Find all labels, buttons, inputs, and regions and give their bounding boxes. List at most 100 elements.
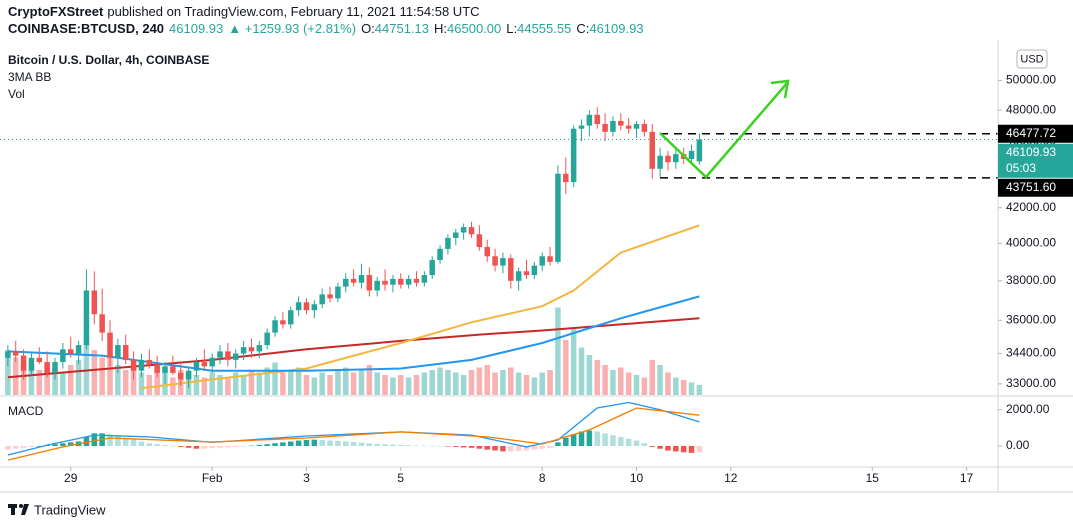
candle-body bbox=[122, 345, 129, 360]
candle-body bbox=[44, 362, 50, 373]
candle-body bbox=[673, 154, 679, 163]
macd-histogram-bar bbox=[327, 440, 333, 446]
candle-body bbox=[107, 332, 113, 358]
currency-box[interactable] bbox=[1016, 49, 1048, 69]
candle-body bbox=[201, 362, 208, 367]
y-tick-label: 36000.00 bbox=[1006, 312, 1056, 326]
candle-body bbox=[633, 124, 640, 129]
volume-bar bbox=[154, 370, 160, 395]
macd-histogram-bar bbox=[83, 436, 90, 446]
volume-bar bbox=[453, 372, 459, 395]
macd-histogram-bar bbox=[649, 445, 655, 447]
y-tick-label: 48000.00 bbox=[1006, 102, 1056, 116]
volume-bar bbox=[445, 370, 451, 395]
logo-part bbox=[19, 504, 23, 508]
candle-body bbox=[382, 280, 388, 285]
macd-histogram-bar bbox=[539, 445, 545, 449]
macd-histogram-bar bbox=[162, 445, 168, 446]
volume-bar bbox=[343, 367, 349, 395]
volume-bar bbox=[578, 347, 585, 395]
macd-histogram-bar bbox=[52, 444, 58, 446]
candle-body bbox=[555, 173, 561, 262]
ohlc-value: 46500.00 bbox=[447, 21, 501, 36]
macd-histogram-bar bbox=[350, 442, 357, 446]
macd-histogram-bar bbox=[445, 445, 451, 447]
candle-body bbox=[665, 155, 671, 163]
arrow-annotation bbox=[659, 81, 789, 179]
candle-body bbox=[232, 353, 239, 360]
macd-histogram-bar bbox=[476, 445, 483, 449]
ohlc-value: 46109.93 bbox=[589, 21, 643, 36]
candle-body bbox=[295, 302, 302, 311]
macd-histogram-bar bbox=[311, 439, 318, 446]
candle-body bbox=[421, 275, 428, 283]
x-tick-label: 15 bbox=[866, 471, 880, 485]
volume-bar bbox=[555, 307, 561, 395]
candle-body bbox=[515, 271, 522, 281]
volume-bar bbox=[641, 377, 648, 395]
macd-histogram-bar bbox=[563, 437, 569, 446]
volume-bar bbox=[610, 370, 616, 395]
candle-body bbox=[335, 286, 341, 299]
macd-histogram-bar bbox=[248, 445, 255, 447]
currency[interactable]: USD bbox=[1020, 53, 1043, 65]
macd-histogram-bar bbox=[696, 445, 703, 453]
macd-histogram-bar bbox=[122, 437, 129, 446]
candle-body bbox=[625, 125, 632, 129]
x-tick-label: 5 bbox=[397, 471, 404, 485]
candle-body bbox=[578, 125, 585, 129]
brand: TradingView bbox=[34, 502, 106, 517]
macd-histogram-bar bbox=[625, 438, 632, 446]
volume-bar bbox=[515, 372, 522, 395]
candle-body bbox=[445, 237, 451, 249]
volume-bar bbox=[523, 375, 530, 395]
moving-average bbox=[141, 224, 700, 390]
volume-bar bbox=[696, 385, 703, 395]
candle-body bbox=[60, 349, 66, 363]
macd-histogram-bar bbox=[264, 444, 270, 446]
candle-body bbox=[185, 370, 192, 380]
published: published on TradingView.com, February 1… bbox=[107, 4, 479, 19]
candle-body bbox=[240, 347, 247, 354]
quote-line: COINBASE:BTCUSD, 240 46109.93 ▲ +1259.93 (… bbox=[8, 21, 644, 36]
macd-histogram-bar bbox=[91, 433, 98, 446]
volume-bar bbox=[547, 370, 553, 395]
volume-bar bbox=[437, 367, 443, 395]
candle-body bbox=[358, 275, 365, 283]
x-tick-label: 10 bbox=[630, 471, 644, 485]
candle-body bbox=[146, 359, 153, 365]
macd-histogram-bar bbox=[405, 445, 412, 446]
macd-histogram-bar bbox=[421, 445, 428, 447]
macd-histogram-bar bbox=[468, 445, 475, 448]
macd-histogram-bar bbox=[335, 440, 341, 446]
volume-bar bbox=[83, 340, 90, 395]
macd-histogram-bar bbox=[217, 445, 223, 448]
volume-bar bbox=[625, 372, 632, 395]
candle-body bbox=[115, 345, 121, 358]
volume-bar bbox=[5, 350, 11, 395]
level-badge bbox=[998, 178, 1073, 197]
x-tick-label: 8 bbox=[539, 471, 546, 485]
volume-bar bbox=[382, 375, 388, 395]
volume-bar bbox=[570, 327, 577, 395]
volume-bar bbox=[421, 372, 428, 395]
candle-body bbox=[280, 320, 286, 325]
volume-bar bbox=[319, 372, 325, 395]
volume-bar bbox=[209, 372, 215, 395]
x-tick-label: 17 bbox=[960, 471, 974, 485]
candle-body bbox=[130, 359, 137, 371]
volume-bar bbox=[311, 377, 318, 395]
volume-bar bbox=[657, 365, 663, 395]
candle-body bbox=[594, 114, 600, 125]
logo-part bbox=[11, 504, 15, 515]
macd-histogram-bar bbox=[390, 444, 396, 446]
volume-bar bbox=[335, 370, 341, 395]
candle-body bbox=[154, 364, 160, 373]
volume-bar bbox=[563, 340, 569, 395]
x-tick-label: 29 bbox=[64, 471, 78, 485]
candle-body bbox=[468, 227, 475, 235]
volume-bar bbox=[36, 370, 43, 395]
candle-body bbox=[272, 320, 278, 333]
last-price-label: 46109.93 bbox=[1006, 145, 1056, 159]
candle-body bbox=[311, 304, 318, 311]
